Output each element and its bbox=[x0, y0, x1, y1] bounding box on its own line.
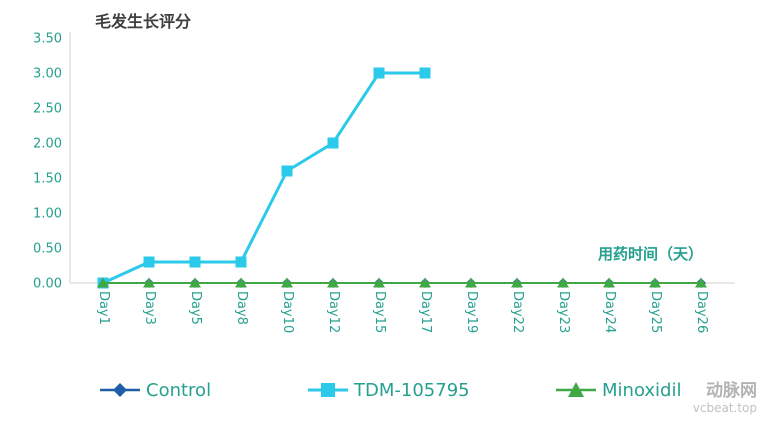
square-marker-icon bbox=[281, 165, 293, 177]
legend: Control TDM-105795 Minoxidil bbox=[100, 380, 681, 401]
y-tick-label: 2.00 bbox=[33, 137, 62, 152]
x-tick-label: Day17 bbox=[418, 291, 433, 333]
triangle-marker-icon bbox=[465, 277, 477, 288]
x-tick-label: Day26 bbox=[694, 291, 709, 333]
triangle-marker-icon bbox=[511, 277, 523, 288]
square-marker-icon bbox=[189, 256, 201, 268]
chart-title: 毛发生长评分 bbox=[95, 12, 191, 31]
triangle-marker-icon bbox=[695, 277, 707, 288]
triangle-marker-icon bbox=[649, 277, 661, 288]
square-marker-icon bbox=[235, 256, 247, 268]
y-tick-label: 1.00 bbox=[33, 207, 62, 222]
x-tick-label: Day23 bbox=[556, 291, 571, 333]
triangle-marker-icon bbox=[281, 277, 293, 288]
triangle-marker-icon bbox=[419, 277, 431, 288]
x-axis-title: 用药时间（天） bbox=[598, 245, 703, 263]
y-tick-label: 3.00 bbox=[33, 67, 62, 82]
triangle-marker-icon bbox=[189, 277, 201, 288]
x-tick-label: Day5 bbox=[188, 291, 203, 325]
triangle-marker-icon bbox=[373, 277, 385, 288]
triangle-marker-icon bbox=[568, 382, 584, 397]
square-marker-icon bbox=[419, 67, 431, 79]
x-tick-label: Day8 bbox=[234, 291, 249, 325]
diamond-marker-icon bbox=[113, 383, 127, 397]
x-tick-label: Day1 bbox=[96, 291, 111, 325]
x-tick-label: Day24 bbox=[602, 291, 617, 333]
legend-item-tdm: TDM-105795 bbox=[308, 380, 470, 401]
square-marker-icon bbox=[327, 137, 339, 149]
triangle-marker-icon bbox=[557, 277, 569, 288]
triangle-marker-icon bbox=[235, 277, 247, 288]
x-tick-label: Day22 bbox=[510, 291, 525, 333]
watermark: 动脉网 vcbeat.top bbox=[693, 380, 757, 415]
x-tick-label: Day19 bbox=[464, 291, 479, 333]
square-marker-icon bbox=[143, 256, 155, 268]
watermark-site: vcbeat.top bbox=[693, 401, 757, 415]
x-tick-label: Day25 bbox=[648, 291, 663, 333]
y-tick-label: 0.00 bbox=[33, 277, 62, 292]
x-tick-label: Day10 bbox=[280, 291, 295, 333]
y-tick-label: 3.50 bbox=[33, 32, 62, 47]
square-marker-icon bbox=[321, 383, 335, 397]
legend-label-tdm: TDM-105795 bbox=[353, 380, 470, 401]
y-tick-label: 0.50 bbox=[33, 242, 62, 257]
triangle-marker-icon bbox=[603, 277, 615, 288]
legend-label-minoxidil: Minoxidil bbox=[602, 380, 681, 401]
series-line-TDM-105795 bbox=[102, 71, 425, 285]
triangle-marker-icon bbox=[143, 277, 155, 288]
x-tick-label: Day12 bbox=[326, 291, 341, 333]
watermark-name: 动脉网 bbox=[706, 380, 757, 401]
triangle-marker-icon bbox=[327, 277, 339, 288]
square-marker-icon bbox=[373, 67, 385, 79]
plot-area: 0.00 0.50 1.00 1.50 2.00 2.50 3.00 3.50 Day1 Day3… bbox=[33, 32, 735, 333]
legend-item-minoxidil: Minoxidil bbox=[556, 380, 681, 401]
y-tick-label: 1.50 bbox=[33, 172, 62, 187]
y-tick-label: 2.50 bbox=[33, 102, 62, 117]
legend-label-control: Control bbox=[146, 380, 211, 401]
triangle-marker-icon bbox=[97, 277, 109, 288]
x-tick-label: Day3 bbox=[142, 291, 157, 325]
x-tick-label: Day15 bbox=[372, 291, 387, 333]
legend-item-control: Control bbox=[100, 380, 211, 401]
